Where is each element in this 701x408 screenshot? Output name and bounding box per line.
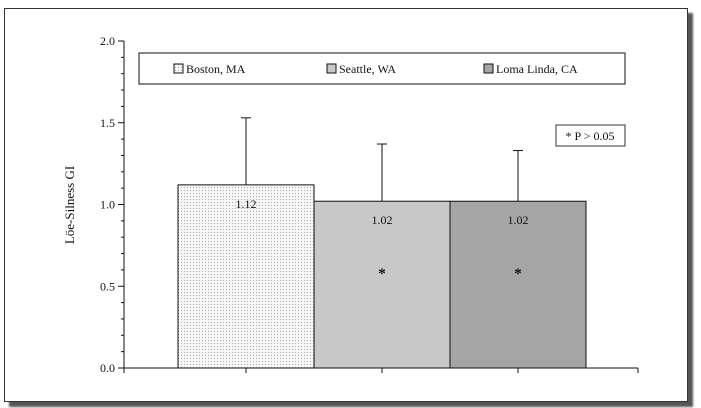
y-tick-label: 0.0: [100, 361, 115, 375]
bar-3: [449, 200, 587, 369]
legend-label-2: Seattle, WA: [339, 62, 396, 76]
bar-1: [177, 184, 315, 369]
y-axis-label: Löe-Silness GI: [62, 166, 77, 244]
legend-swatch-3: [483, 63, 494, 74]
legend-label-3: Loma Linda, CA: [496, 62, 578, 76]
significance-marker-2: *: [378, 266, 386, 282]
y-tick-label: 2.0: [100, 34, 115, 48]
significance-note: * P > 0.05: [555, 124, 626, 147]
y-tick-label: 0.5: [100, 279, 115, 293]
legend-swatch-1: [173, 63, 184, 74]
y-tick-label: 1.5: [100, 116, 115, 130]
value-label-1: 1.12: [236, 197, 257, 211]
legend-label-1: Boston, MA: [186, 62, 246, 76]
y-tick-label: 1.0: [100, 198, 115, 212]
legend-swatch-2: [326, 63, 337, 74]
significance-note-text: * P > 0.05: [566, 129, 615, 143]
value-label-2: 1.02: [372, 213, 393, 227]
legend-box: [138, 52, 626, 85]
value-label-3: 1.02: [508, 213, 529, 227]
significance-marker-3: *: [514, 266, 522, 282]
